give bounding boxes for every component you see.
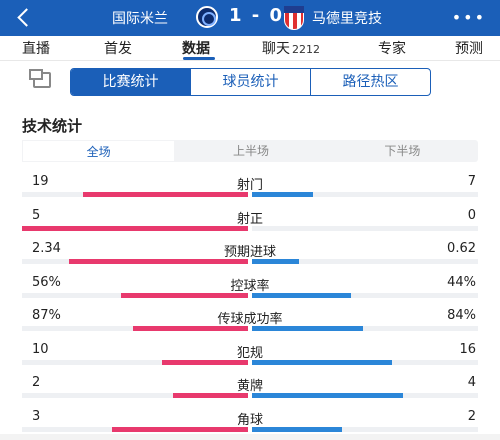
period-first-half[interactable]: 上半场 — [232, 144, 269, 158]
stat-track-away — [252, 292, 478, 298]
share-icon[interactable] — [29, 69, 51, 88]
more-icon[interactable]: ••• — [451, 8, 486, 27]
section-title: 技术统计 — [22, 117, 83, 135]
stat-home-value: 3 — [32, 408, 41, 424]
stat-label: 传球成功率 — [217, 312, 283, 327]
stat-away-value: 0 — [467, 207, 476, 223]
stat-away-value: 2 — [467, 408, 476, 424]
back-arrow-icon[interactable] — [14, 7, 34, 29]
tab-experts[interactable]: 专家 — [378, 41, 406, 57]
stat-away-value: 16 — [459, 341, 476, 357]
stat-row: 87% 传球成功率 84% — [0, 308, 500, 338]
away-team-name: 马德里竞技 — [312, 11, 382, 27]
stat-bar-away — [252, 426, 342, 432]
stat-row: 56% 控球率 44% — [0, 275, 500, 305]
stats-segmented-control: 比赛统计 球员统计 路径热区 — [70, 68, 431, 96]
stat-bar-home — [69, 259, 248, 264]
stat-bar-home — [22, 225, 248, 231]
stat-home-value: 2 — [32, 375, 41, 390]
away-team-logo — [284, 6, 304, 30]
chat-count: 2212 — [292, 43, 320, 56]
tab-chat[interactable]: 聊天 2212 — [262, 41, 320, 57]
period-second-half[interactable]: 下半场 — [384, 144, 421, 158]
stat-track-away — [252, 225, 478, 231]
stat-bar-home — [121, 292, 248, 298]
stat-bar-home — [83, 192, 248, 197]
stat-track-away — [252, 426, 478, 432]
bottom-edge — [0, 434, 500, 440]
stat-label: 犯规 — [236, 345, 263, 361]
home-team-logo — [196, 6, 218, 28]
stat-row: 2 黄牌 4 — [0, 375, 500, 405]
home-team-name: 国际米兰 — [112, 11, 168, 27]
match-header: 国际米兰 1 - 0 马德里竞技 ••• — [0, 0, 500, 36]
stat-home-value: 10 — [32, 341, 49, 357]
segment-heatmap[interactable]: 路径热区 — [342, 74, 399, 90]
stat-label: 黄牌 — [236, 379, 263, 394]
stat-away-value: 4 — [467, 375, 476, 390]
stat-home-value: 87% — [32, 308, 61, 323]
stat-away-value: 0.62 — [447, 241, 476, 256]
stat-away-value: 44% — [447, 274, 476, 290]
stat-bar-away — [252, 326, 363, 331]
segment-player-stats[interactable]: 球员统计 — [191, 69, 311, 95]
stat-row: 5 射正 0 — [0, 208, 500, 238]
stat-bar-home — [112, 426, 248, 432]
match-tabs: 直播 首发 数据 聊天 2212 专家 预测 — [0, 36, 500, 58]
tab-lineup[interactable]: 首发 — [104, 41, 132, 57]
stat-track-away — [252, 326, 478, 331]
stat-label: 射正 — [236, 211, 263, 227]
active-tab-indicator — [183, 57, 215, 60]
stat-home-value: 2.34 — [32, 241, 61, 256]
stat-row: 19 射门 7 — [0, 174, 500, 204]
divider — [0, 60, 500, 61]
stat-bar-away — [252, 393, 403, 398]
stat-label: 控球率 — [230, 278, 270, 294]
stat-row: 10 犯规 16 — [0, 342, 500, 372]
stat-row: 2.34 预期进球 0.62 — [0, 241, 500, 271]
stat-away-value: 7 — [467, 174, 476, 189]
tab-data[interactable]: 数据 — [182, 41, 210, 57]
stat-track-home — [22, 359, 248, 365]
stat-home-value: 5 — [32, 207, 41, 223]
stat-track-away — [252, 192, 478, 197]
tab-prediction[interactable]: 预测 — [455, 41, 483, 57]
stat-bar-away — [252, 292, 351, 298]
stat-label: 角球 — [236, 412, 263, 428]
stat-home-value: 56% — [32, 274, 61, 290]
match-score: 1 - 0 — [229, 5, 285, 26]
stat-label: 射门 — [236, 178, 263, 193]
stat-bar-away — [252, 359, 392, 365]
stat-label: 预期进球 — [223, 245, 276, 260]
period-full[interactable]: 全场 — [22, 140, 176, 162]
stat-bar-home — [173, 393, 248, 398]
segment-match-stats[interactable]: 比赛统计 — [71, 69, 191, 95]
stat-away-value: 84% — [447, 308, 476, 323]
stat-track-away — [252, 259, 478, 264]
stat-track-home — [22, 393, 248, 398]
stat-home-value: 19 — [32, 174, 49, 189]
tab-live[interactable]: 直播 — [22, 41, 50, 57]
stat-bar-away — [252, 259, 299, 264]
period-toggle: 全场 上半场 下半场 — [22, 140, 478, 162]
stat-bar-away — [252, 192, 313, 197]
stat-bar-home — [162, 359, 248, 365]
stat-bar-home — [133, 326, 248, 331]
stat-row: 3 角球 2 — [0, 409, 500, 439]
